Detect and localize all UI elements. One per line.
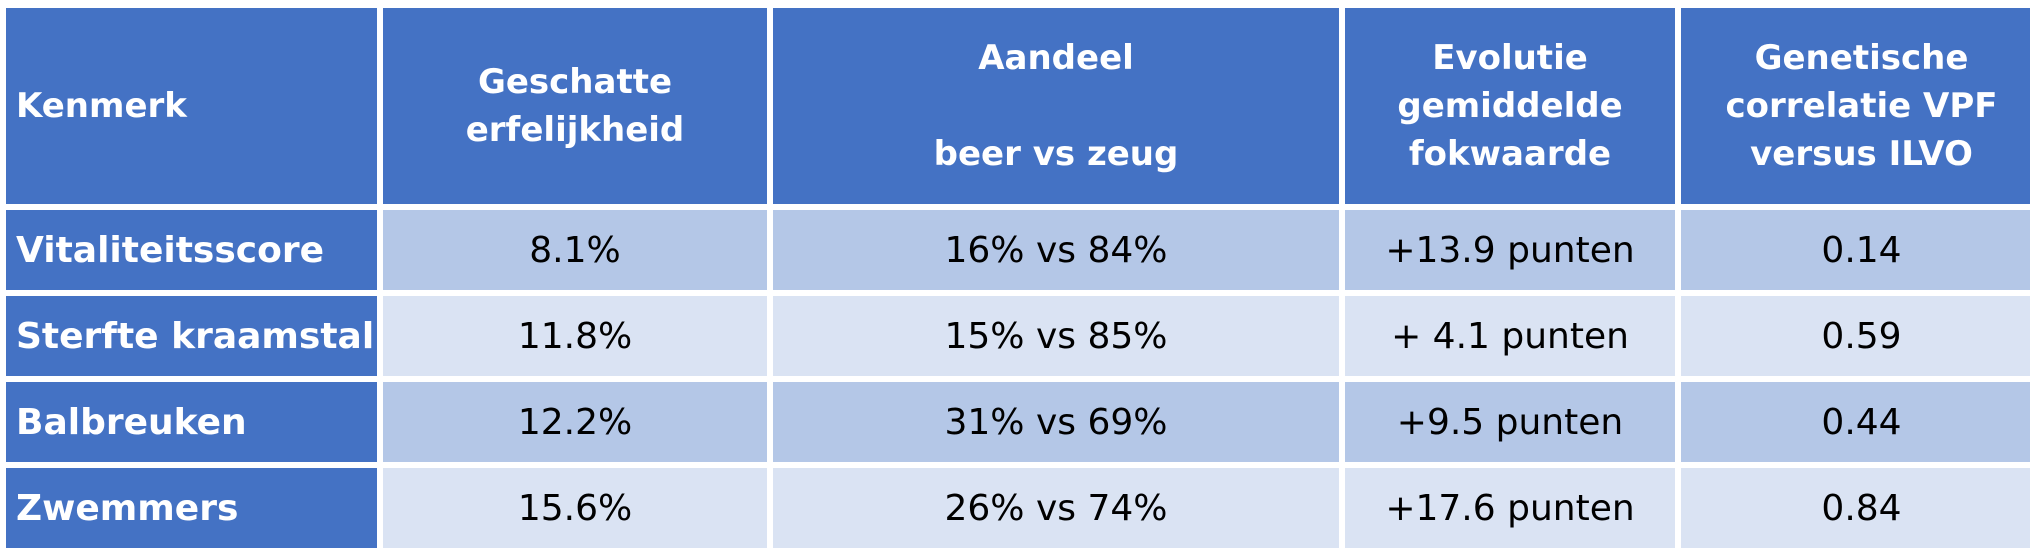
table-row: Balbreuken 12.2% 31% vs 69% +9.5 punten … [6,382,2030,462]
row-evolutie: +9.5 punten [1345,382,1675,462]
row-erfelijkheid: 11.8% [383,296,767,376]
row-aandeel: 26% vs 74% [773,468,1339,548]
header-correlatie-line-3: versus ILVO [1750,134,1973,174]
row-kenmerk: Sterfte kraamstal [6,296,377,376]
table-row: Zwemmers 15.6% 26% vs 74% +17.6 punten 0… [6,468,2030,548]
row-evolutie: + 4.1 punten [1345,296,1675,376]
header-evolutie-line-1: Evolutie [1432,38,1588,78]
row-correlatie: 0.84 [1681,468,2030,548]
row-kenmerk: Vitaliteitsscore [6,210,377,290]
header-row: Kenmerk Geschatte erfelijkheid Aandeel b… [6,8,2030,204]
row-correlatie: 0.14 [1681,210,2030,290]
row-correlatie: 0.59 [1681,296,2030,376]
row-erfelijkheid: 12.2% [383,382,767,462]
row-aandeel: 15% vs 85% [773,296,1339,376]
row-kenmerk: Balbreuken [6,382,377,462]
row-aandeel: 16% vs 84% [773,210,1339,290]
header-aandeel-spacer [773,82,1339,130]
row-erfelijkheid: 15.6% [383,468,767,548]
header-correlatie: Genetische correlatie VPF versus ILVO [1681,8,2030,204]
header-correlatie-line-1: Genetische [1754,38,1969,78]
header-correlatie-line-2: correlatie VPF [1725,86,1998,126]
row-kenmerk: Zwemmers [6,468,377,548]
row-evolutie: +17.6 punten [1345,468,1675,548]
header-evolutie: Evolutie gemiddelde fokwaarde [1345,8,1675,204]
table-row: Sterfte kraamstal 11.8% 15% vs 85% + 4.1… [6,296,2030,376]
row-evolutie: +13.9 punten [1345,210,1675,290]
header-evolutie-line-3: fokwaarde [1408,134,1612,174]
row-correlatie: 0.44 [1681,382,2030,462]
header-kenmerk-label: Kenmerk [16,86,187,126]
header-kenmerk: Kenmerk [6,8,377,204]
heritability-table-container: Kenmerk Geschatte erfelijkheid Aandeel b… [6,8,2030,548]
header-erfelijkheid-line-2: erfelijkheid [465,110,685,150]
header-evolutie-line-2: gemiddelde [1397,86,1623,126]
header-erfelijkheid: Geschatte erfelijkheid [383,8,767,204]
header-aandeel-line-1: Aandeel [978,38,1134,78]
row-erfelijkheid: 8.1% [383,210,767,290]
table-row: Vitaliteitsscore 8.1% 16% vs 84% +13.9 p… [6,210,2030,290]
row-aandeel: 31% vs 69% [773,382,1339,462]
header-erfelijkheid-line-1: Geschatte [477,62,673,102]
header-aandeel: Aandeel beer vs zeug [773,8,1339,204]
header-aandeel-line-2: beer vs zeug [933,134,1179,174]
